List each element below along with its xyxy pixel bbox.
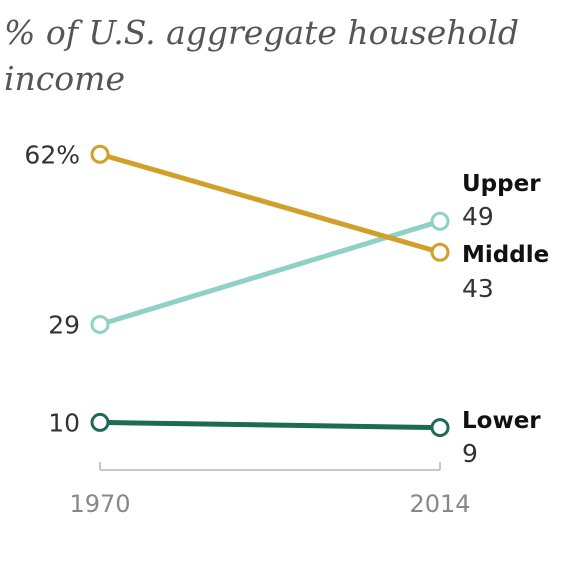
chart-title-line-2: income [4, 59, 125, 98]
lower-series-name: Lower [462, 408, 541, 434]
middle-series-name: Middle [462, 242, 549, 268]
lower-start-label: 10 [48, 408, 80, 437]
middle-start-label: 62% [24, 140, 80, 169]
upper-start-label: 29 [48, 310, 80, 339]
lower-series-line [97, 419, 443, 431]
lower-point-1970 [90, 412, 110, 432]
middle-point-1970 [90, 144, 110, 164]
x-tick-label-2014: 2014 [409, 490, 470, 518]
x-tick-label-1970: 1970 [69, 490, 130, 518]
upper-point-1970 [90, 314, 110, 334]
lower-point-2014 [430, 418, 450, 438]
middle-series-line [97, 151, 443, 255]
middle-end-label: 43 [462, 274, 494, 303]
upper-series-name: Upper [462, 171, 541, 197]
upper-end-label: 49 [462, 202, 494, 231]
series-layer [90, 144, 450, 438]
lower-end-label: 9 [462, 439, 478, 468]
upper-point-2014 [430, 211, 450, 231]
middle-point-2014 [430, 242, 450, 262]
chart-title-line-1: % of U.S. aggregate household [4, 13, 519, 52]
